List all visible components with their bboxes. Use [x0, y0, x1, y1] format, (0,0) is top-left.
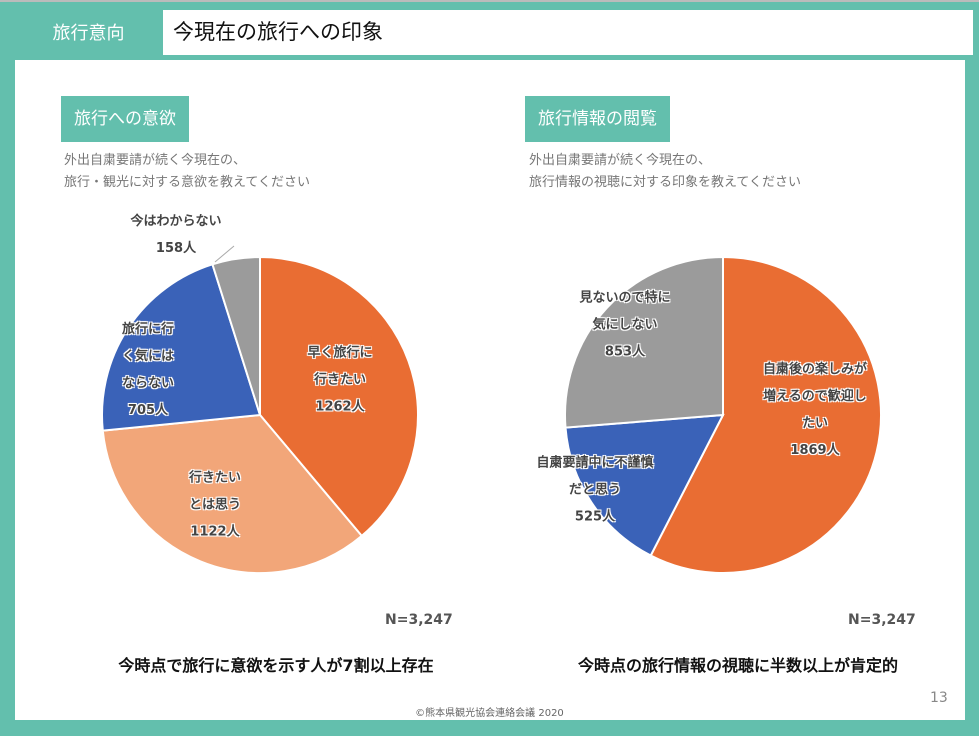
slice-label: 早く旅行に行きたい 1262人	[307, 340, 372, 421]
chart-title-right: 旅行情報の閲覧	[525, 96, 670, 142]
conclusion-left: 今時点で旅行に意欲を示す人が7割以上存在	[118, 656, 434, 675]
n-left: N=3,247	[385, 612, 453, 628]
question-line: 旅行情報の視聴に対する印象を教えてください	[529, 175, 801, 190]
slice-label: 自粛要請中に不謹慎 だと思う 525人	[536, 450, 653, 531]
slice-label: 自粛後の楽しみが 増えるので歓迎し たい 1869人	[763, 356, 867, 464]
copyright: ©熊本県観光協会連絡会議 2020	[415, 708, 564, 719]
slice-value: 1122人	[190, 524, 240, 540]
slice-label-line: 見ないので特に	[579, 290, 671, 306]
slice-value: 853人	[604, 344, 646, 360]
question-line: 外出自粛要請が続く今現在の、	[64, 153, 247, 168]
slice-label: 今はわからない 158人	[130, 208, 221, 262]
slice-label-line: 行きたい	[313, 372, 367, 388]
slice-value: 158人	[155, 241, 197, 256]
question-line: 旅行・観光に対する意欲を教えてください	[64, 175, 310, 190]
slice-label-line: 自粛要請中に不謹慎	[536, 455, 654, 471]
pie-slice	[259, 255, 419, 538]
pie-slice	[649, 255, 882, 574]
page-number: 13	[930, 690, 948, 706]
slice-label-line: 増えるので歓迎し	[763, 389, 867, 404]
slice-label-line: だと思う	[568, 482, 622, 498]
section-label: 旅行意向	[52, 23, 125, 44]
pie-slice	[564, 413, 725, 557]
slice-label-line: 自粛後の楽しみが	[762, 362, 868, 377]
top-border	[0, 0, 979, 2]
pie-slice	[101, 413, 364, 574]
slice-value: 1262人	[315, 399, 365, 415]
pie-slice	[564, 255, 724, 429]
slice-label: 旅行に行く気にはならない 705人	[122, 316, 174, 424]
pie-slice	[101, 263, 262, 432]
slice-value: 705人	[127, 403, 169, 418]
pie-slice	[211, 255, 261, 416]
slice-label-line: 今はわからない	[130, 214, 222, 229]
slice-label-line: 気にしない	[592, 317, 658, 333]
pie-left	[101, 255, 419, 574]
leader-line	[214, 245, 235, 263]
slice-label-line: 早く旅行に	[307, 345, 373, 361]
question-left: 外出自粛要請が続く今現在の、 旅行・観光に対する意欲を教えてください	[64, 150, 310, 194]
slice-label-line: とは思う	[188, 497, 242, 513]
question-right: 外出自粛要請が続く今現在の、 旅行情報の視聴に対する印象を教えてください	[529, 150, 801, 194]
pie-right	[564, 255, 882, 574]
chart-title-left: 旅行への意欲	[61, 96, 189, 142]
conclusion-right: 今時点の旅行情報の視聴に半数以上が肯定的	[577, 656, 899, 675]
slice-label: 行きたいとは思う 1122人	[189, 465, 241, 546]
slice-value: 1869人	[790, 443, 840, 458]
slice-label-line: 行きたい	[188, 470, 242, 486]
question-line: 外出自粛要請が続く今現在の、	[529, 153, 712, 168]
slice-label-line: ならない	[121, 376, 175, 391]
slice-value: 525人	[574, 509, 616, 525]
slice-label-line: く気には	[121, 349, 175, 364]
slice-label-line: 旅行に行	[121, 322, 175, 337]
slice-label-line: たい	[801, 416, 829, 431]
slice-label: 見ないので特に 気にしない 853人	[579, 285, 670, 366]
n-right: N=3,247	[848, 612, 916, 628]
page-title: 今現在の旅行への印象	[163, 10, 973, 55]
